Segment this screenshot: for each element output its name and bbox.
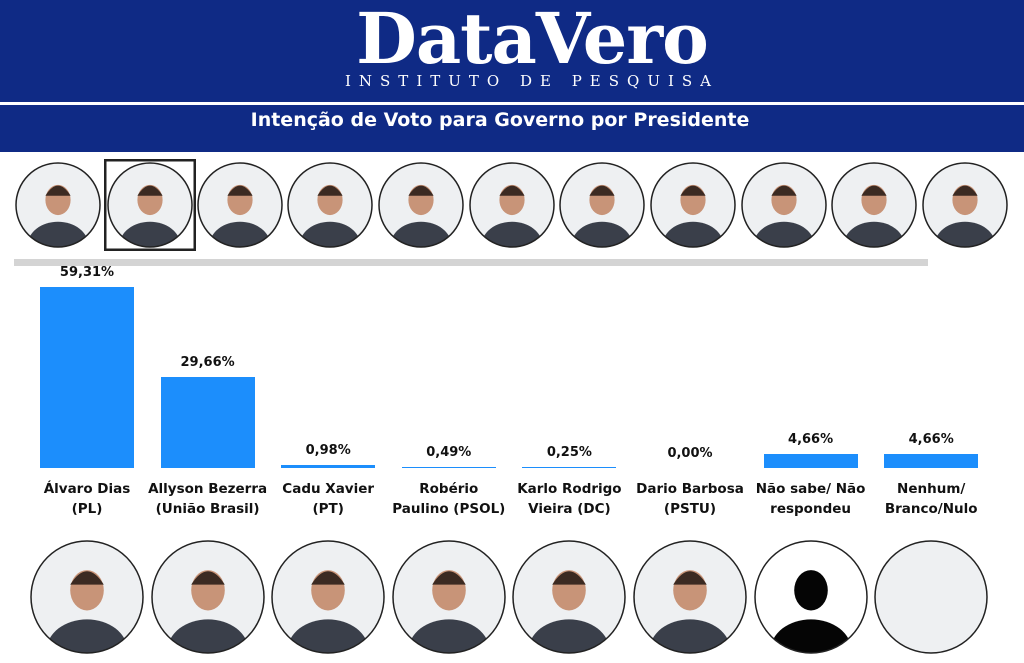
scrollbar[interactable] bbox=[14, 259, 928, 266]
candidate-photo[interactable] bbox=[284, 159, 376, 251]
candidate-photo[interactable] bbox=[919, 159, 1011, 251]
category-label: Karlo Rodrigo Vieira (DC) bbox=[517, 481, 622, 517]
bar bbox=[884, 453, 979, 468]
candidate-photo bbox=[271, 540, 385, 654]
data-label: 59,31% bbox=[59, 265, 115, 280]
data-label: 29,66% bbox=[180, 355, 235, 371]
subtitle: Intenção de Voto para Governo por Presid… bbox=[250, 109, 750, 131]
data-label: 4,66% bbox=[908, 431, 954, 447]
separator bbox=[0, 102, 1024, 105]
candidate-photo[interactable] bbox=[194, 159, 286, 251]
category-label: Cadu Xavier (PT) bbox=[282, 481, 375, 517]
candidate-photo[interactable] bbox=[466, 159, 558, 251]
candidate-photo bbox=[30, 540, 144, 654]
brand: DataVero bbox=[356, 0, 709, 80]
candidate-photo[interactable] bbox=[375, 159, 467, 251]
candidate-photo bbox=[753, 540, 868, 654]
candidate-photo[interactable] bbox=[104, 159, 196, 251]
candidate-photo[interactable] bbox=[556, 159, 648, 251]
candidate-photo bbox=[512, 540, 627, 654]
data-label: 0,98% bbox=[305, 443, 351, 458]
category-label: Não sabe/ Não respondeu bbox=[755, 481, 866, 517]
candidate-photo[interactable] bbox=[738, 159, 830, 251]
data-label: 0,25% bbox=[546, 445, 592, 461]
candidate-photo[interactable] bbox=[12, 159, 104, 251]
bar bbox=[281, 465, 376, 468]
category-label: Robério Paulino (PSOL) bbox=[392, 481, 506, 517]
category-label: Dario Barbosa (PSTU) bbox=[636, 481, 744, 517]
bar bbox=[763, 453, 858, 468]
bar bbox=[401, 466, 496, 468]
data-label: 0,49% bbox=[426, 444, 472, 460]
candidate-photo bbox=[150, 540, 265, 654]
candidate-photo bbox=[633, 540, 747, 654]
header bbox=[0, 0, 1024, 152]
data-label: 0,00% bbox=[667, 446, 713, 461]
tagline: INSTITUTO DE PESQUISA bbox=[344, 72, 719, 90]
bar bbox=[40, 287, 134, 468]
candidate-photo[interactable] bbox=[647, 159, 739, 251]
candidate-photo[interactable] bbox=[828, 159, 920, 251]
data-label: 4,66% bbox=[788, 431, 834, 447]
category-label: Allyson Bezerra (União Brasil) bbox=[148, 481, 268, 517]
candidate-photo bbox=[874, 540, 988, 654]
bar bbox=[522, 467, 617, 468]
category-label: Álvaro Dias (PL) bbox=[43, 481, 131, 517]
category-label: Nenhum/ Branco/Nulo bbox=[884, 481, 978, 517]
bar bbox=[160, 377, 255, 468]
candidate-photo bbox=[392, 540, 506, 654]
